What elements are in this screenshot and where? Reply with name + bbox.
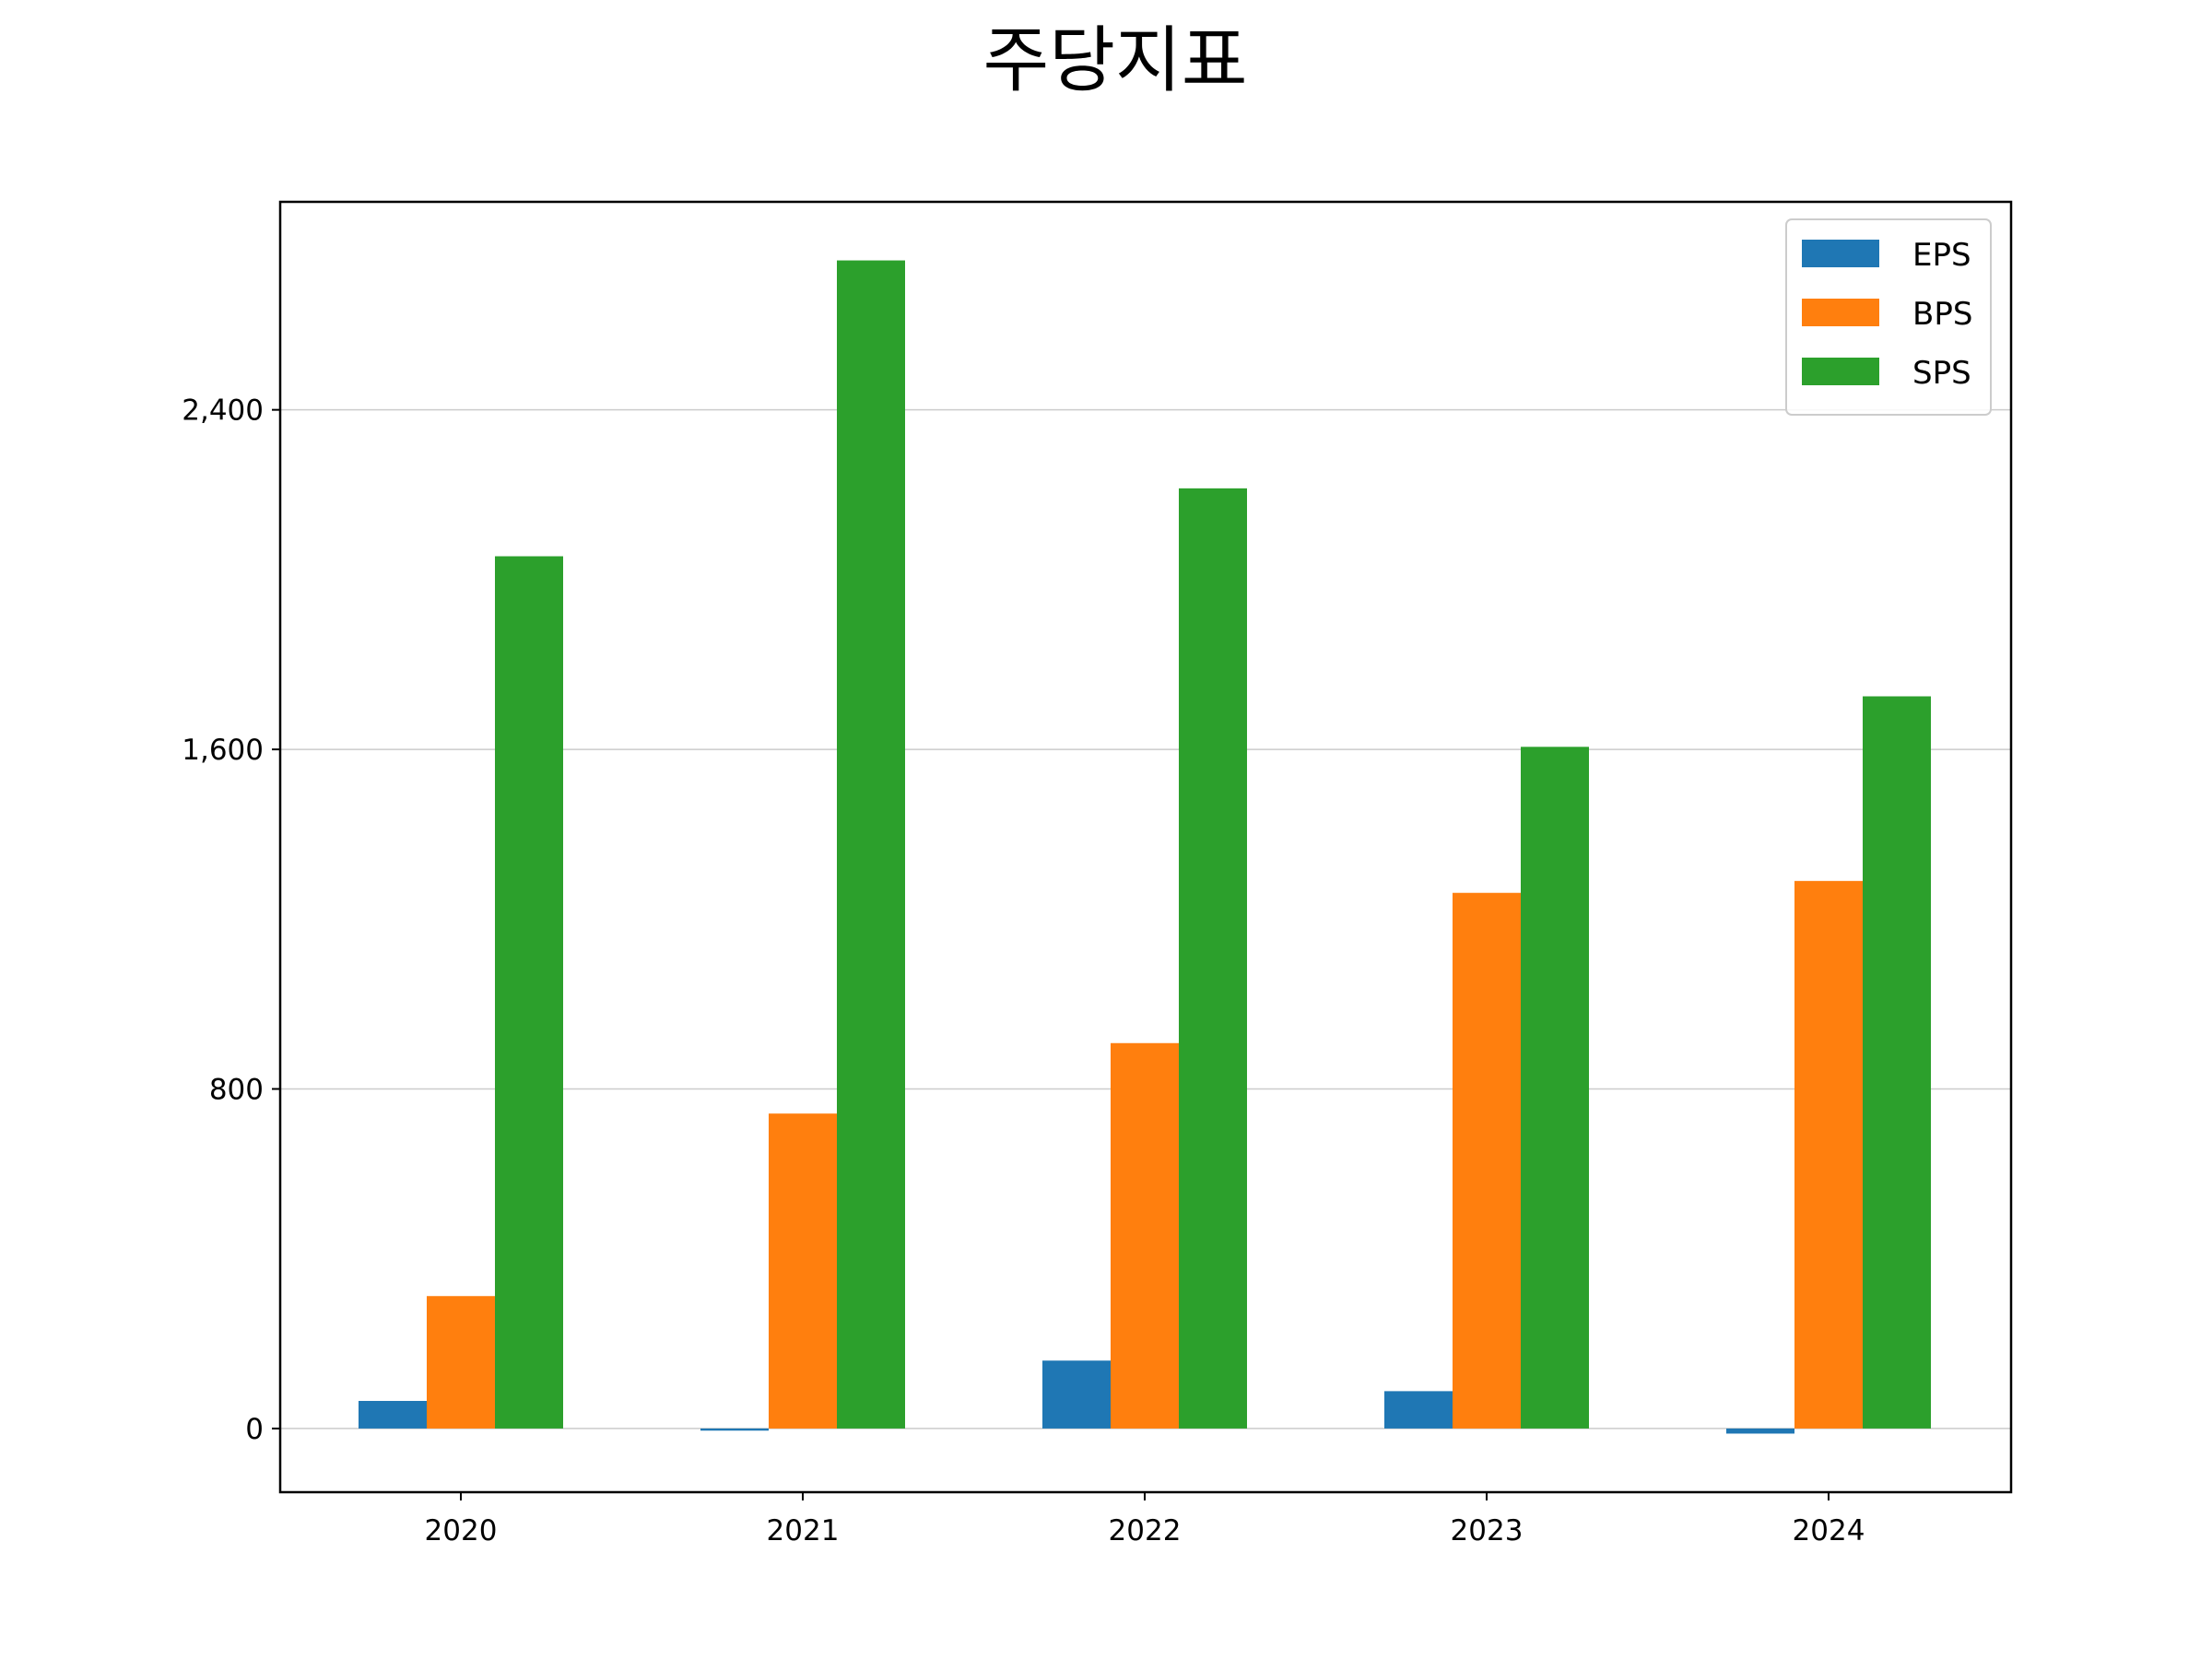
y-tick-label: 800: [209, 1074, 264, 1107]
bar-eps-2020: [359, 1400, 427, 1429]
y-tick-label: 2,400: [182, 394, 264, 428]
y-tick-label: 1,600: [182, 734, 264, 767]
legend-label-bps: BPS: [1912, 296, 1972, 333]
bar-bps-2023: [1453, 892, 1521, 1429]
x-tick-label: 2022: [1109, 1514, 1182, 1547]
bar-bps-2020: [427, 1296, 495, 1429]
chart-title: 주당지표: [982, 19, 1247, 102]
bar-sps-2023: [1521, 747, 1589, 1429]
legend-swatch-bps: [1802, 299, 1879, 326]
bar-eps-2023: [1384, 1391, 1453, 1429]
bar-sps-2024: [1863, 696, 1931, 1429]
x-tick-label: 2020: [425, 1514, 498, 1547]
legend: EPS BPS SPS: [1785, 218, 1992, 416]
bar-bps-2022: [1111, 1042, 1179, 1429]
bar-sps-2020: [495, 556, 563, 1429]
x-tick-label: 2024: [1793, 1514, 1865, 1547]
legend-swatch-eps: [1802, 240, 1879, 267]
y-axis: 0 800 1,600 2,400: [182, 394, 280, 1446]
bars: [359, 260, 1931, 1434]
bar-eps-2024: [1726, 1428, 1794, 1434]
legend-label-sps: SPS: [1912, 355, 1971, 392]
bar-sps-2022: [1179, 488, 1247, 1429]
y-tick-label: 0: [245, 1413, 264, 1446]
x-tick-label: 2023: [1451, 1514, 1524, 1547]
x-axis: 2020 2021 2022 2023 2024: [425, 1492, 1865, 1547]
bar-bps-2024: [1794, 880, 1863, 1429]
bar-bps-2021: [769, 1113, 837, 1429]
bar-eps-2021: [700, 1428, 769, 1431]
bar-eps-2022: [1042, 1360, 1111, 1429]
legend-label-eps: EPS: [1912, 237, 1971, 274]
bar-sps-2021: [837, 260, 905, 1429]
legend-swatch-sps: [1802, 358, 1879, 385]
x-tick-label: 2021: [767, 1514, 840, 1547]
